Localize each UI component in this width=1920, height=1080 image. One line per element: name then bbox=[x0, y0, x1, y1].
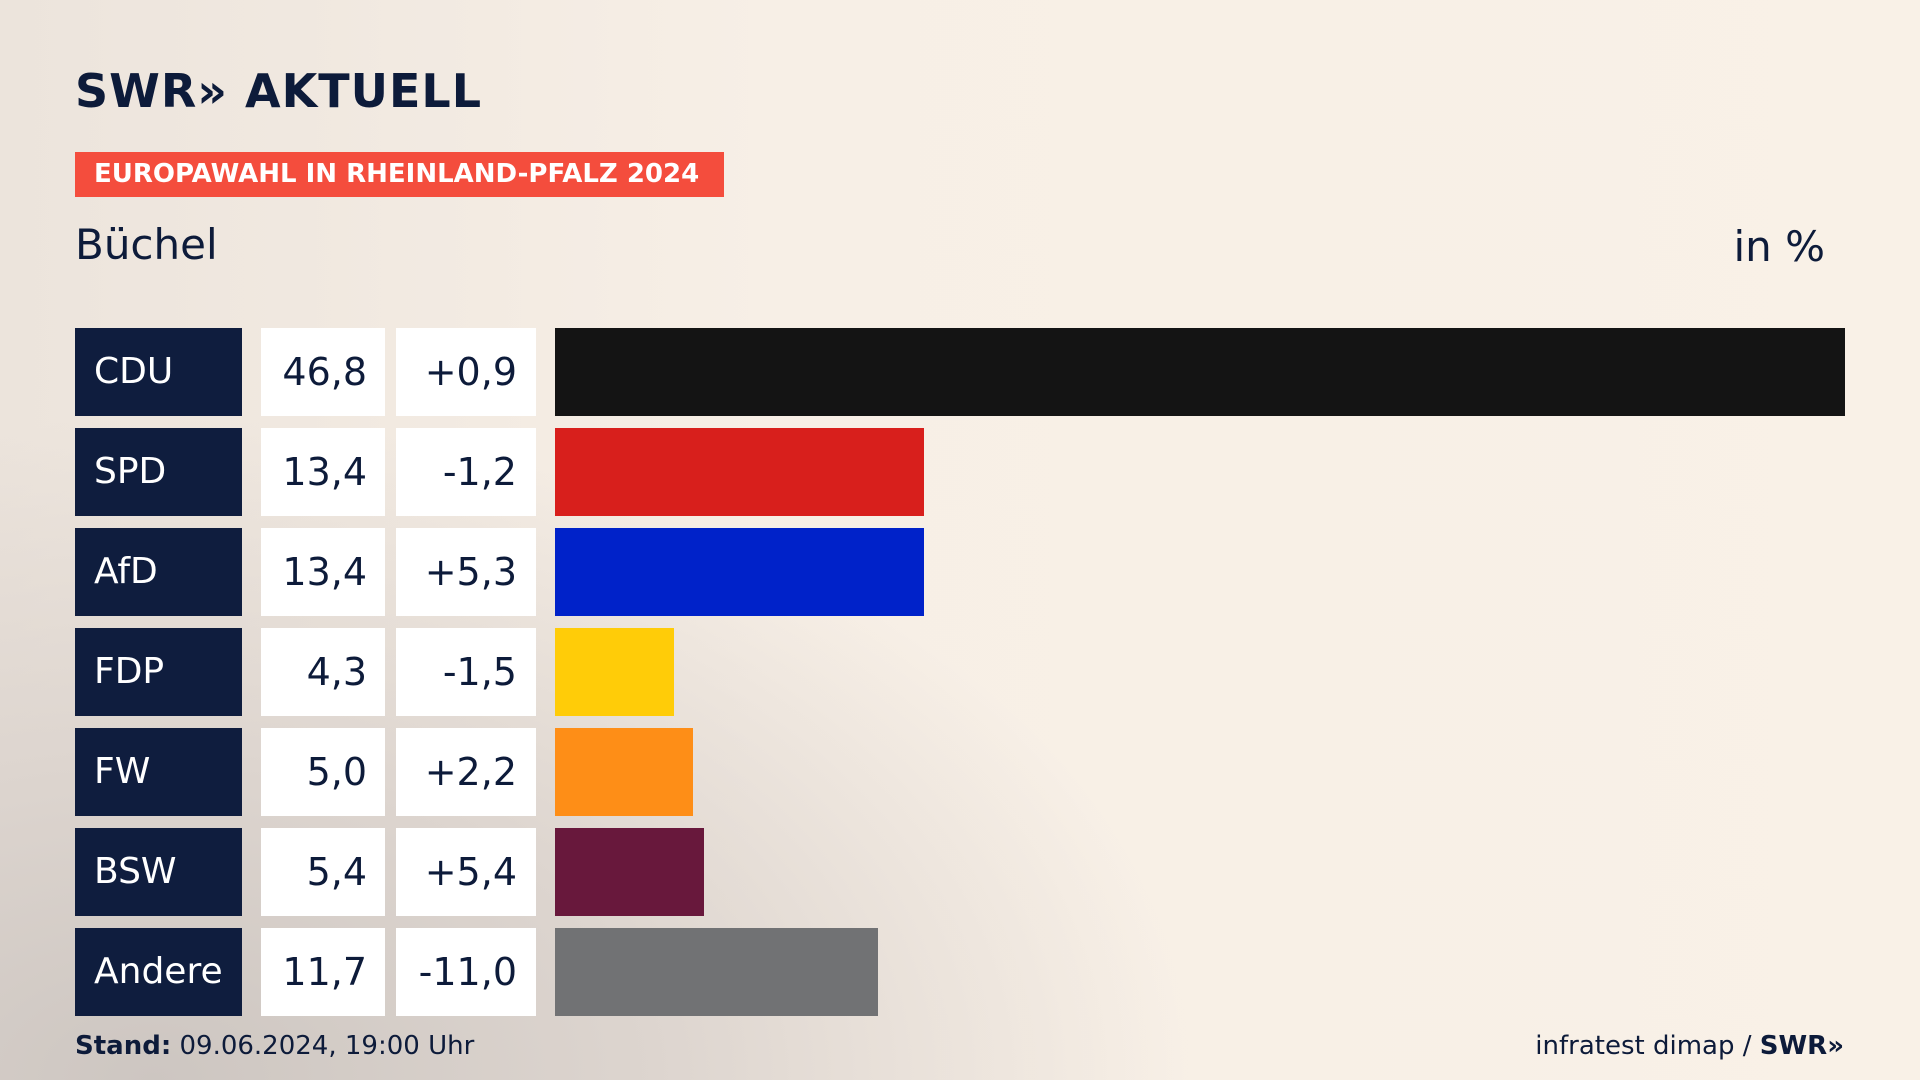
stand-footer: Stand: 09.06.2024, 19:00 Uhr bbox=[75, 1031, 474, 1061]
party-label: FW bbox=[75, 728, 242, 816]
vote-share-value: 11,7 bbox=[261, 928, 385, 1016]
change-value: +0,9 bbox=[396, 328, 536, 416]
change-value: +2,2 bbox=[396, 728, 536, 816]
change-value: -1,2 bbox=[396, 428, 536, 516]
change-value: +5,4 bbox=[396, 828, 536, 916]
swr-aktuell-logo: SWR» AKTUELL bbox=[75, 64, 483, 118]
change-value: -11,0 bbox=[396, 928, 536, 1016]
swr-brand-mark: SWR» bbox=[1759, 1031, 1844, 1061]
vote-share-value: 46,8 bbox=[261, 328, 385, 416]
change-value: +5,3 bbox=[396, 528, 536, 616]
vote-share-value: 5,0 bbox=[261, 728, 385, 816]
stand-label: Stand: bbox=[75, 1031, 172, 1061]
result-bar bbox=[555, 328, 1845, 416]
change-value: -1,5 bbox=[396, 628, 536, 716]
party-label: FDP bbox=[75, 628, 242, 716]
party-label: CDU bbox=[75, 328, 242, 416]
result-bar bbox=[555, 728, 693, 816]
party-label: Andere bbox=[75, 928, 242, 1016]
result-bar bbox=[555, 828, 704, 916]
unit-label: in % bbox=[1733, 222, 1825, 271]
result-bar bbox=[555, 428, 924, 516]
party-label: SPD bbox=[75, 428, 242, 516]
election-banner: EUROPAWAHL IN RHEINLAND-PFALZ 2024 bbox=[75, 152, 724, 197]
vote-share-value: 4,3 bbox=[261, 628, 385, 716]
chart-title: Büchel bbox=[75, 220, 218, 269]
source-footer: infratest dimap / SWR» bbox=[1535, 1031, 1844, 1061]
result-bar bbox=[555, 928, 878, 1016]
result-bar bbox=[555, 528, 924, 616]
source-label: infratest dimap / bbox=[1535, 1031, 1752, 1061]
result-bar bbox=[555, 628, 674, 716]
party-label: BSW bbox=[75, 828, 242, 916]
vote-share-value: 5,4 bbox=[261, 828, 385, 916]
vote-share-value: 13,4 bbox=[261, 528, 385, 616]
party-label: AfD bbox=[75, 528, 242, 616]
vote-share-value: 13,4 bbox=[261, 428, 385, 516]
stand-value: 09.06.2024, 19:00 Uhr bbox=[179, 1031, 475, 1061]
